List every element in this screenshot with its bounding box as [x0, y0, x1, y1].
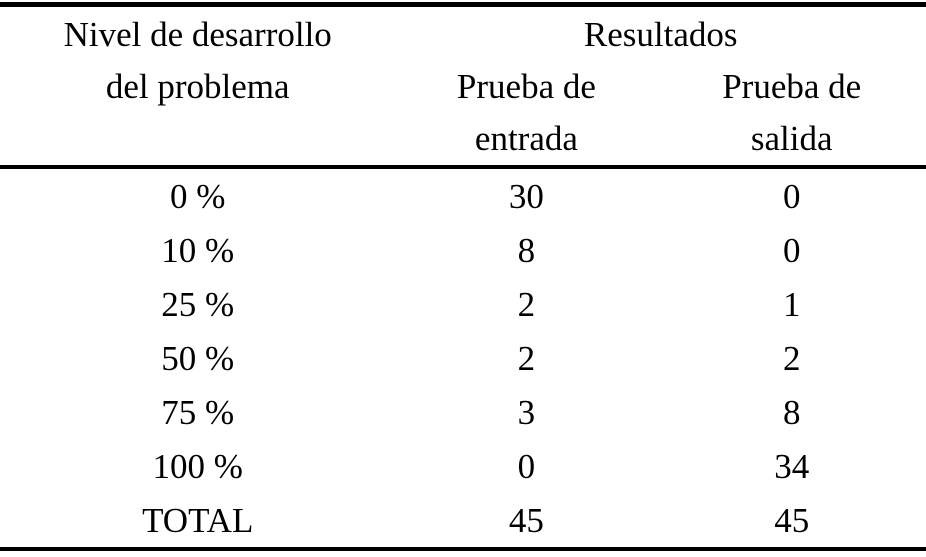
- table-body: 0 % 30 0 10 % 8 0 25 % 2 1 50 % 2 2 75 %: [0, 167, 926, 549]
- entry-value-cell: 2: [517, 338, 536, 378]
- exit-value-cell: 2: [782, 338, 801, 378]
- entry-value-cell: 8: [517, 230, 536, 270]
- level-cell: 50 %: [161, 338, 235, 378]
- entry-test-header: Prueba de entrada: [395, 61, 658, 169]
- exit-test-header: Prueba de salida: [657, 61, 926, 169]
- level-cell: 75 %: [161, 392, 235, 432]
- header-row-tests: Prueba de entrada Prueba de salida: [0, 61, 926, 169]
- level-cell: 25 %: [161, 284, 235, 324]
- level-cell: 10 %: [161, 230, 235, 270]
- table-row: 25 % 2 1: [0, 277, 926, 331]
- table-row-total: TOTAL 45 45: [0, 493, 926, 549]
- table-row: 10 % 8 0: [0, 223, 926, 277]
- table-header: Nivel de desarrollo del problema Resulta…: [0, 4, 926, 169]
- results-group-header: Resultados: [583, 15, 738, 54]
- table-row: 50 % 2 2: [0, 331, 926, 385]
- level-header: Nivel de desarrollo del problema: [0, 4, 396, 169]
- header-row-group: Nivel de desarrollo del problema Resulta…: [0, 4, 926, 169]
- exit-value-cell: 0: [782, 176, 801, 216]
- level-cell: TOTAL: [142, 500, 254, 540]
- exit-value-cell: 0: [782, 230, 801, 270]
- level-cell: 0 %: [169, 176, 226, 216]
- entry-value-cell: 3: [517, 392, 536, 432]
- table-row: 100 % 0 34: [0, 439, 926, 493]
- entry-value-cell: 2: [517, 284, 536, 324]
- entry-value-cell: 45: [508, 500, 544, 540]
- table-row: 0 % 30 0: [0, 167, 926, 223]
- level-cell: 100 %: [152, 446, 243, 486]
- entry-value-cell: 30: [508, 176, 544, 216]
- exit-value-cell: 1: [782, 284, 801, 324]
- entry-value-cell: 0: [517, 446, 536, 486]
- exit-value-cell: 8: [782, 392, 801, 432]
- exit-value-cell: 45: [774, 500, 810, 540]
- table-row: 75 % 3 8: [0, 385, 926, 439]
- exit-value-cell: 34: [774, 446, 810, 486]
